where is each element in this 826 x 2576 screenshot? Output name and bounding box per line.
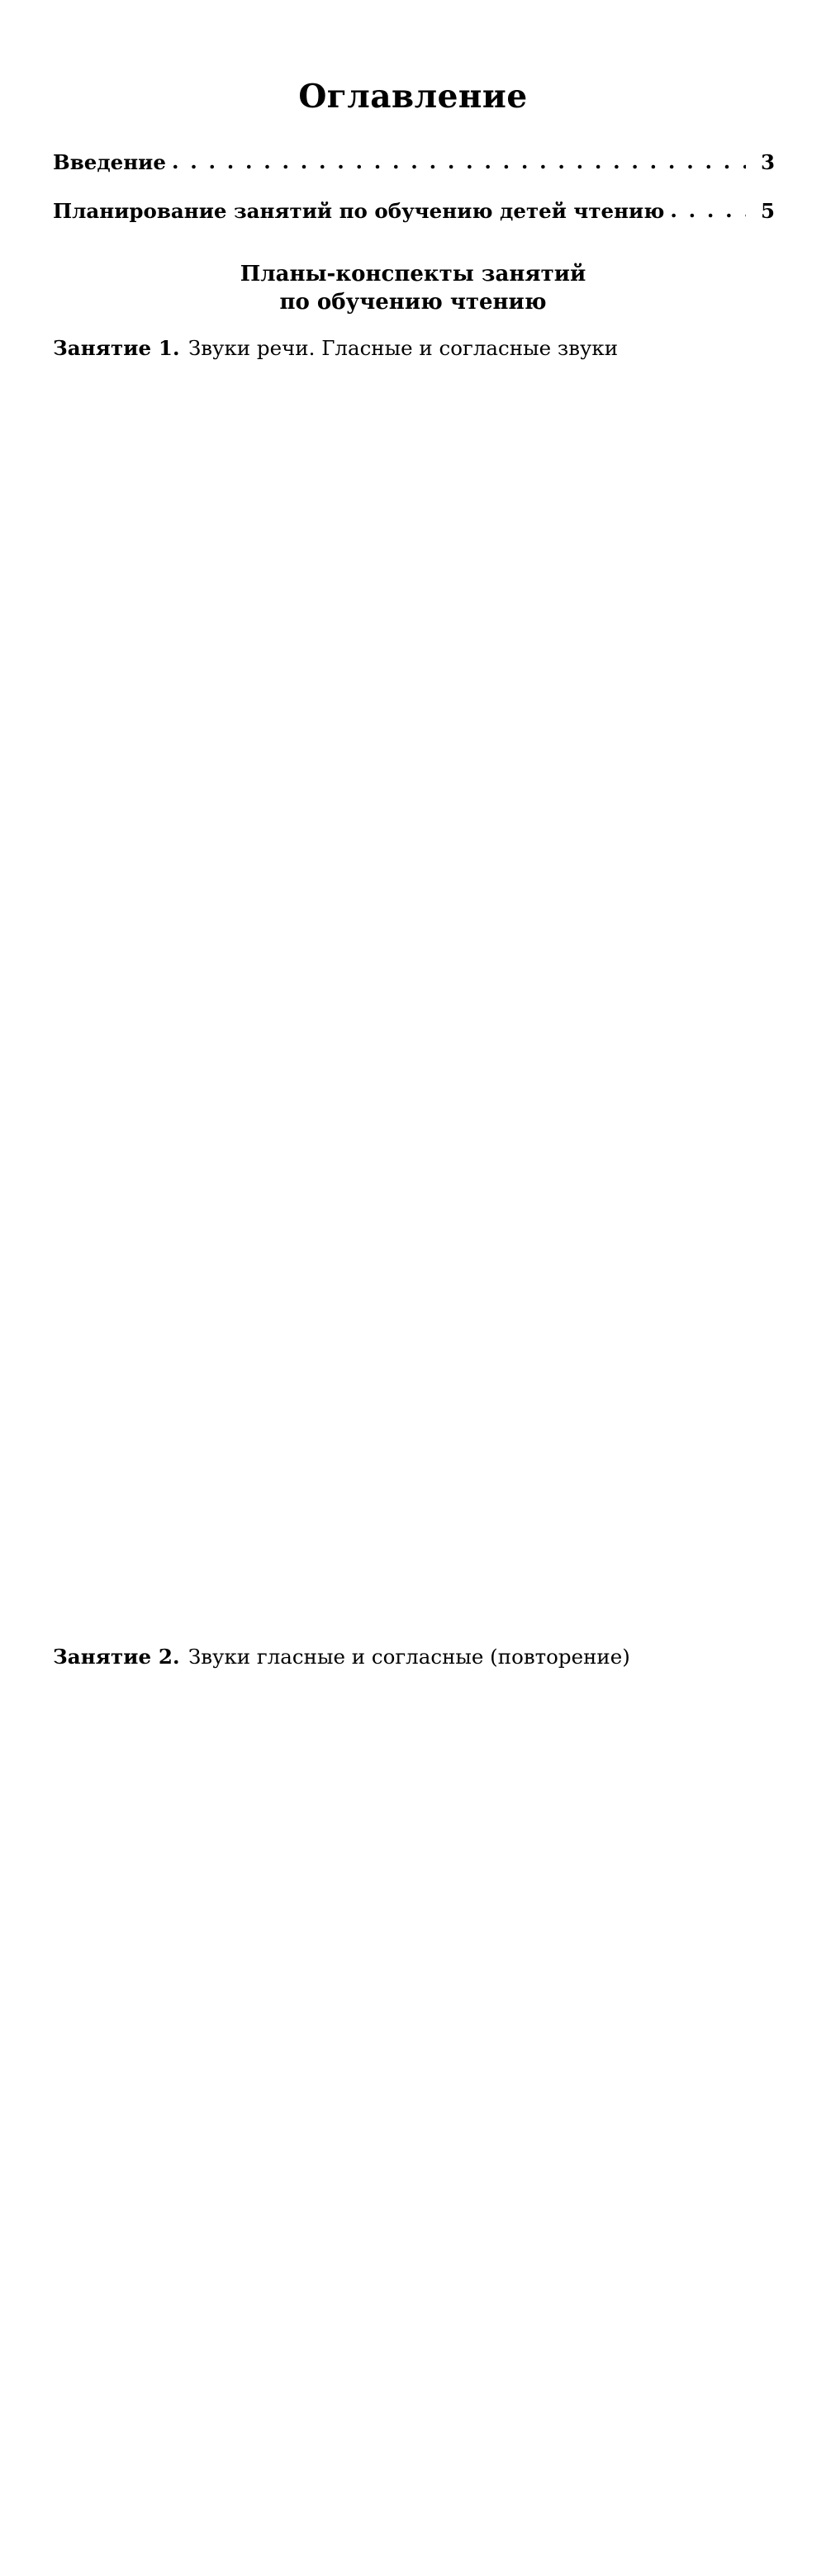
- lesson-label: Занятие 2.: [53, 1645, 180, 1669]
- page-number: 3: [760, 150, 775, 174]
- page-number: 5: [760, 198, 775, 223]
- dot-leader: . . . . . . . . . . . . . . . . . . . . …: [171, 152, 746, 173]
- page-title: Оглавление: [298, 78, 528, 116]
- lesson-entry[interactable]: Занятие 1. Звуки речи. Гласные и согласны…: [53, 335, 826, 1625]
- lesson-entry[interactable]: Занятие 2. Звуки гласные и согласные (пов…: [53, 1645, 826, 2576]
- front-matter-entry[interactable]: Введение. . . . . . . . . . . . . . . . …: [53, 150, 775, 174]
- lesson-title: Звуки речи. Гласные и согласные звуки: [188, 335, 619, 360]
- lesson-label: Занятие 1.: [53, 335, 180, 360]
- front-matter-list: Введение. . . . . . . . . . . . . . . . …: [0, 150, 826, 222]
- table-of-contents-page: Оглавление Введение. . . . . . . . . . .…: [0, 78, 826, 1669]
- section-heading-line-2: по обучению чтению: [279, 289, 547, 315]
- lesson-entry-line: Занятие 1. Звуки речи. Гласные и согласны…: [53, 335, 826, 1625]
- front-matter-title: Планирование занятий по обучению детей ч…: [53, 198, 665, 223]
- lesson-list: Занятие 1. Звуки речи. Гласные и согласны…: [0, 324, 826, 2576]
- dot-leader: . . . . . . . . . . . . . . . . . . . . …: [670, 200, 746, 220]
- front-matter-entry[interactable]: Планирование занятий по обучению детей ч…: [53, 201, 775, 222]
- page-number: 10: [635, 1646, 826, 2576]
- front-matter-title: Введение: [53, 150, 166, 174]
- lesson-entry-line: Занятие 2. Звуки гласные и согласные (пов…: [53, 1645, 826, 2576]
- page-number: 8: [624, 336, 826, 1625]
- section-heading: Планы-конспекты занятий по обучению чтен…: [0, 249, 826, 324]
- section-heading-line-1: Планы-конспекты занятий: [240, 262, 586, 286]
- lesson-title: Звуки гласные и согласные (повторение): [188, 1645, 630, 1669]
